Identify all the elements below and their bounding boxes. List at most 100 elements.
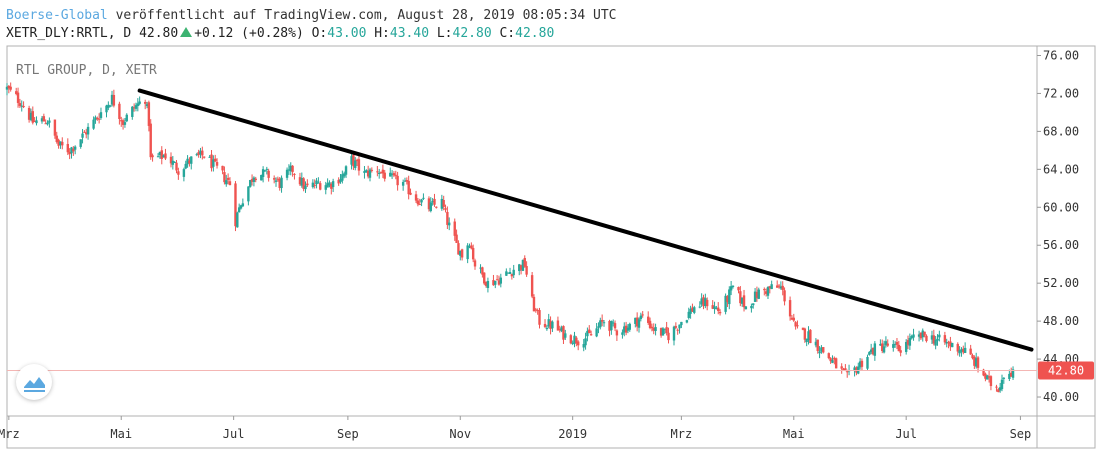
candle-body [448, 222, 451, 226]
candle-body [715, 308, 718, 310]
x-tick-label: Mrz [671, 427, 693, 441]
low-label: L: [436, 26, 453, 41]
candle-body [492, 280, 495, 286]
candle-body [215, 162, 219, 166]
candle-body [600, 319, 604, 322]
candle-body [431, 201, 434, 203]
candle-body [429, 202, 432, 212]
high-label: H: [374, 26, 390, 41]
candle-body [779, 286, 783, 289]
candle-body [934, 339, 937, 346]
candle-body [466, 245, 469, 260]
candle-body [892, 344, 895, 348]
candle-body [917, 334, 921, 337]
candle-body [783, 290, 786, 302]
candle-body [105, 105, 108, 113]
open-label: O: [311, 26, 328, 41]
candle-body [796, 325, 799, 327]
y-tick-label: 48.00 [1043, 314, 1079, 328]
candle-body [96, 117, 99, 119]
candle-body [118, 103, 121, 119]
candle-body [704, 298, 707, 307]
trendline[interactable] [137, 88, 1034, 352]
candle-body [1011, 369, 1015, 378]
candle-body [818, 351, 821, 354]
candle-body [597, 326, 600, 328]
candle-body [860, 360, 864, 367]
candle-body [5, 86, 9, 90]
candle-body [866, 356, 869, 369]
close-value: 42.80 [515, 26, 555, 41]
candle-body [770, 284, 773, 290]
candle-body [134, 105, 138, 109]
x-tick-label: Jul [895, 427, 917, 441]
candle-body [407, 180, 410, 195]
candle-body [311, 182, 315, 188]
candle-body [208, 156, 211, 158]
candle-body [365, 170, 368, 173]
candle-body [357, 159, 361, 171]
candle-body [753, 291, 757, 302]
candle-body [589, 334, 593, 336]
candle-body [267, 170, 270, 178]
candle-body [827, 353, 830, 359]
candle-body [85, 132, 88, 135]
candle-body [510, 274, 514, 277]
candle-body [241, 203, 245, 207]
candle-body [444, 208, 447, 210]
candle-body [276, 178, 280, 180]
candle-body [293, 173, 296, 175]
candle-body [94, 117, 97, 120]
candle-body [871, 347, 875, 355]
candle-body [416, 200, 420, 205]
candle-body [895, 342, 899, 345]
candle-body [506, 272, 510, 274]
candle-body [18, 103, 22, 106]
candle-body [868, 352, 871, 355]
candle-body [1000, 379, 1004, 390]
published-text: veröffentlicht auf TradingView.com, Augu… [115, 8, 617, 23]
candle-body [713, 306, 716, 309]
candle-body [225, 180, 228, 185]
candle-body [610, 320, 613, 331]
candle-body [143, 101, 147, 104]
candle-body [803, 328, 807, 340]
candle-body [173, 161, 176, 163]
candle-body [328, 182, 331, 186]
candle-body [930, 335, 934, 340]
candle-body [689, 308, 692, 314]
candle-body [794, 322, 797, 327]
candle-body [390, 173, 394, 175]
candle-body [177, 171, 180, 175]
candle-body [829, 358, 832, 362]
candle-body [963, 347, 967, 353]
candle-body [569, 335, 573, 344]
candle-body [73, 146, 77, 150]
candle-body [960, 349, 963, 352]
candle-body [27, 107, 31, 120]
candle-body [239, 205, 243, 209]
tradingview-logo[interactable] [16, 364, 52, 400]
candle-body [971, 355, 974, 359]
source-link[interactable]: Boerse-Global [6, 8, 108, 23]
candle-body [626, 327, 630, 331]
candle-body [635, 317, 639, 327]
candle-body [882, 346, 886, 353]
candle-body [801, 327, 805, 330]
candle-body [582, 344, 585, 348]
candle-body [201, 150, 204, 156]
ohlc-header: XETR_DLY:RRTL, D 42.80 +0.12 (+0.28%) O:4… [6, 26, 554, 41]
candle-body [302, 178, 305, 190]
candle-body [564, 333, 567, 338]
y-tick-label: 52.00 [1043, 276, 1079, 290]
candle-body [379, 171, 383, 173]
candle-body [228, 181, 232, 186]
candle-body [57, 139, 60, 146]
candle-body [624, 325, 628, 333]
y-tick-label: 40.00 [1043, 390, 1079, 404]
candle-body [42, 116, 46, 122]
candle-body [711, 305, 714, 309]
candle-body [457, 243, 460, 255]
candle-body [20, 105, 23, 107]
candle-body [962, 348, 965, 353]
